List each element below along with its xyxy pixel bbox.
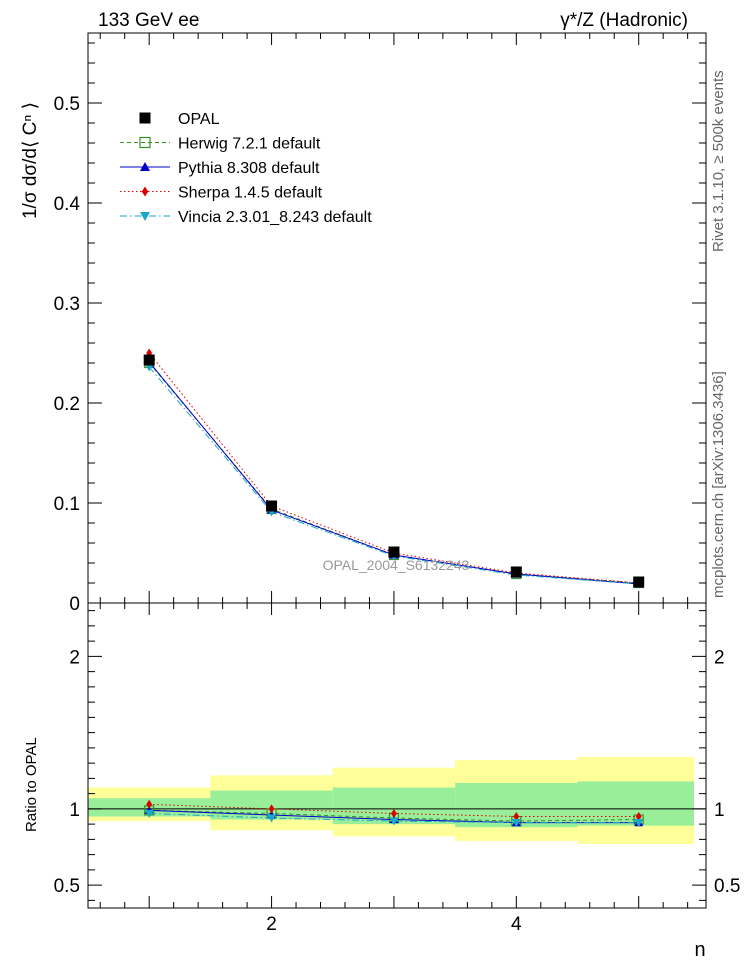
data-point — [266, 500, 278, 512]
legend: OPAL Herwig 7.2.1 default Pythia 8.308 def… — [120, 111, 372, 226]
legend-label: Pythia 8.308 default — [178, 160, 320, 177]
data-point — [267, 814, 277, 823]
y-tick-label: 0.2 — [54, 394, 80, 415]
y-tick-label-right: 0.5 — [714, 876, 740, 897]
legend-marker — [139, 112, 151, 124]
series-line — [149, 812, 639, 824]
y-tick-label: 1 — [69, 800, 80, 821]
data-point — [146, 799, 153, 809]
legend-label: Sherpa 1.4.5 default — [178, 185, 323, 202]
legend-label: Herwig 7.2.1 default — [178, 136, 321, 153]
y-tick-label: 0.5 — [54, 94, 80, 115]
data-point — [143, 354, 155, 366]
y-tick-label: 0.3 — [54, 294, 80, 315]
series-line — [149, 809, 639, 822]
legend-label: OPAL — [178, 111, 220, 128]
legend-marker — [139, 136, 151, 149]
legend-label: Vincia 2.3.01_8.243 default — [178, 209, 372, 226]
data-point — [510, 566, 522, 578]
y-tick-label: 2 — [69, 647, 80, 668]
ratio-frame — [87, 602, 707, 909]
ratio-panel: 0.5 0.5 1 1 2 2 2 4 — [54, 602, 740, 935]
watermark: OPAL_2004_S6132243 — [323, 557, 470, 573]
mcplots-label: mcplots.cern.ch [arXiv:1306.3436] — [710, 371, 727, 598]
data-point — [634, 819, 644, 828]
data-point — [268, 804, 275, 814]
y-tick-label: 0.1 — [54, 494, 80, 515]
ratio-xlabel: n — [694, 939, 705, 961]
header-left: 133 GeV ee — [98, 10, 199, 31]
band-inner — [577, 781, 694, 826]
header-right: γ*/Z (Hadronic) — [560, 10, 688, 31]
main-ylabel: 1/σ dσ/d⟨ Cⁿ ⟩ — [20, 102, 41, 219]
ratio-ylabel: Ratio to OPAL — [23, 737, 40, 832]
x-tick-label: 2 — [266, 914, 277, 935]
y-tick-label: 0 — [69, 594, 80, 615]
legend-marker — [140, 162, 150, 171]
main-panel: 0 0.1 0.2 0.3 0.4 0.5 — [54, 32, 707, 615]
data-point — [388, 546, 400, 558]
legend-marker — [140, 212, 150, 221]
y-tick-label-right: 2 — [714, 647, 725, 668]
rivet-label: Rivet 3.1.10, ≥ 500k events — [710, 70, 727, 252]
y-tick-label: 0.5 — [54, 876, 80, 897]
data-point — [633, 576, 645, 588]
data-point — [391, 808, 397, 818]
data-point — [513, 812, 520, 821]
y-tick-label-right: 1 — [714, 800, 725, 821]
data-point — [389, 817, 399, 826]
data-point — [635, 812, 642, 821]
y-tick-label: 0.4 — [54, 194, 81, 215]
legend-marker — [141, 186, 149, 197]
data-point — [144, 809, 154, 818]
x-tick-label: 4 — [511, 914, 522, 935]
data-point — [511, 819, 521, 828]
ratio-bands — [88, 757, 694, 844]
